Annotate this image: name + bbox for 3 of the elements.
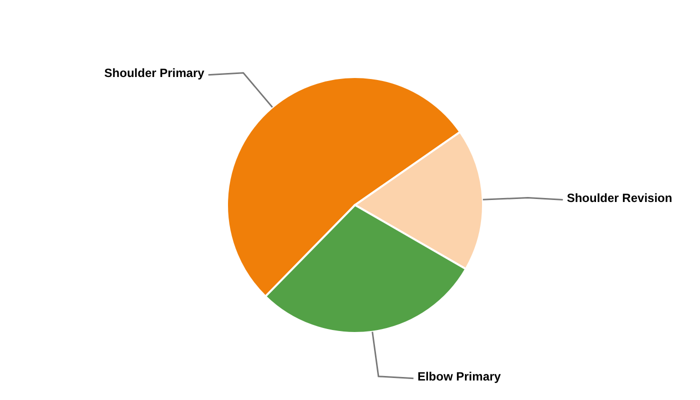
- slice-label: Shoulder Revision: [566, 190, 672, 205]
- slice-label: Shoulder Primary: [104, 66, 205, 80]
- slice-label: Elbow Primary: [417, 369, 502, 384]
